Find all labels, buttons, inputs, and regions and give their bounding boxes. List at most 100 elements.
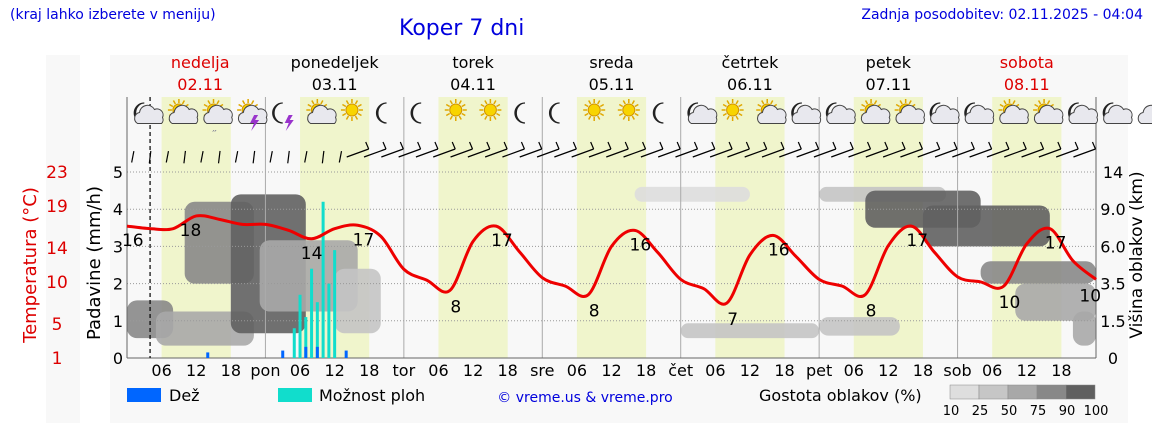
sun-ray xyxy=(618,112,624,117)
temp-axis-tick: 14 xyxy=(46,239,68,259)
day-name: petek xyxy=(866,53,912,72)
sun-ray xyxy=(172,100,177,105)
wind-feather xyxy=(1040,141,1045,150)
sun-ray xyxy=(618,103,624,108)
wind-feather xyxy=(901,141,906,150)
density-tick: 75 xyxy=(1030,404,1047,419)
density-tick: 100 xyxy=(1084,404,1109,419)
sun-icon xyxy=(340,99,363,121)
wind-feather xyxy=(503,141,508,150)
wind-shaft xyxy=(623,148,646,158)
wind-feather xyxy=(745,141,750,150)
density-swatch xyxy=(1065,384,1096,400)
wind-barb xyxy=(165,150,170,163)
sun-cloud-drizzle-icon: ״ xyxy=(202,99,233,138)
moon-cloud-icon xyxy=(133,102,164,124)
temp-axis-label: Temperatura (°C) xyxy=(20,187,41,344)
copyright: © vreme.us & vreme.pro xyxy=(497,390,672,406)
wind-shaft xyxy=(952,148,975,158)
wind-feather xyxy=(399,141,404,150)
wind-barb xyxy=(450,141,474,158)
wind-barb xyxy=(415,141,439,158)
wind-shaft xyxy=(484,148,508,158)
wind-shaft xyxy=(519,148,542,158)
sun-icon xyxy=(587,103,601,117)
wind-barb xyxy=(796,141,820,158)
cloud-density-label: Gostota oblakov (%) xyxy=(759,386,922,405)
temp-label: 16 xyxy=(630,235,652,255)
sun-ray xyxy=(354,115,359,120)
sun-icon xyxy=(726,103,740,117)
sun-ray xyxy=(342,112,347,117)
wind-shaft xyxy=(744,148,767,158)
showers-bar xyxy=(298,294,302,358)
sun-ray xyxy=(461,103,466,108)
x-tick-label: 06 xyxy=(705,361,725,380)
wind-barb xyxy=(433,141,456,158)
showers-bar xyxy=(333,250,337,358)
wind-barb xyxy=(588,141,612,158)
sun-ray xyxy=(738,103,743,108)
sun-ray xyxy=(307,103,312,108)
wind-feather xyxy=(486,141,491,150)
wind-feather xyxy=(365,141,370,150)
wind-shaft xyxy=(252,150,256,164)
cloud-icon xyxy=(687,104,718,124)
moon-icon xyxy=(514,102,526,124)
x-tick-label: 12 xyxy=(324,361,344,380)
x-tick-label: 06 xyxy=(151,361,171,380)
wind-shaft xyxy=(692,148,715,158)
wind-shaft xyxy=(727,148,750,158)
moon-icon xyxy=(548,102,560,124)
precip-axis-label: Padavine (mm/h) xyxy=(84,186,105,340)
sun-ray xyxy=(873,100,878,105)
sun-icon xyxy=(617,99,640,121)
wind-barb xyxy=(692,141,716,158)
sun-ray xyxy=(908,100,912,105)
sun-ray xyxy=(445,103,451,108)
wind-shaft xyxy=(536,148,560,158)
precip-axis-tick: 3 xyxy=(113,237,123,256)
wind-shaft xyxy=(761,148,785,158)
sun-icon xyxy=(483,103,497,117)
x-tick-label: 06 xyxy=(567,361,587,380)
sun-ray xyxy=(458,115,462,120)
wind-barb xyxy=(623,141,647,158)
wind-barb xyxy=(848,141,872,158)
sun-ray xyxy=(345,115,350,120)
sun-ray xyxy=(1012,100,1016,105)
rain-bar xyxy=(206,352,210,358)
sun-ray xyxy=(864,100,869,105)
x-tick-label: sob xyxy=(943,361,971,380)
wind-feather xyxy=(780,141,785,150)
wind-feather xyxy=(555,141,560,150)
showers-bar xyxy=(315,302,319,358)
sun-ray xyxy=(597,115,601,120)
sun-ray xyxy=(761,100,765,105)
weather-icons: ״ xyxy=(133,99,1152,138)
moon-cloud-icon xyxy=(929,102,960,124)
rain-bar xyxy=(315,346,319,358)
sun-ray xyxy=(345,100,350,105)
showers-legend-swatch xyxy=(278,388,312,402)
cloud-icon xyxy=(1137,104,1152,124)
day-date: 02.11 xyxy=(177,75,223,94)
wind-barb xyxy=(304,150,308,163)
moon-cloud-icon xyxy=(964,102,995,124)
sun-icon xyxy=(583,99,606,121)
showers-bar xyxy=(321,201,325,358)
wind-barb xyxy=(657,141,681,158)
wind-shaft xyxy=(415,148,439,158)
x-tick-label: 06 xyxy=(844,361,864,380)
wind-feather xyxy=(849,141,854,150)
wind-shaft xyxy=(882,148,906,158)
cloud-icon xyxy=(168,104,199,124)
wind-feather xyxy=(866,141,872,150)
moon-cloud-icon xyxy=(687,102,718,124)
rain-bar xyxy=(281,350,285,358)
cloud-icon xyxy=(791,104,822,124)
day-date: 03.11 xyxy=(312,75,358,94)
temp-axis-tick: 23 xyxy=(46,163,68,183)
wind-barb xyxy=(1021,141,1045,158)
cloud-icon xyxy=(826,104,856,124)
